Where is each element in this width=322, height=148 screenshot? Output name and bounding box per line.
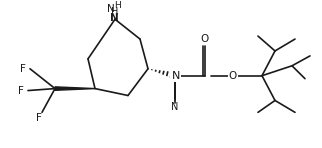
Text: H: H [111,7,119,17]
Text: O: O [229,71,237,81]
Text: N: N [171,102,179,112]
Text: F: F [20,64,26,74]
Text: F: F [18,86,24,96]
Text: N: N [109,13,118,23]
Text: F: F [36,113,42,123]
Polygon shape [55,87,95,90]
Text: H: H [115,1,121,10]
Text: N: N [171,71,179,81]
Text: N: N [107,4,115,14]
Text: N: N [172,71,180,81]
Text: O: O [201,34,209,44]
